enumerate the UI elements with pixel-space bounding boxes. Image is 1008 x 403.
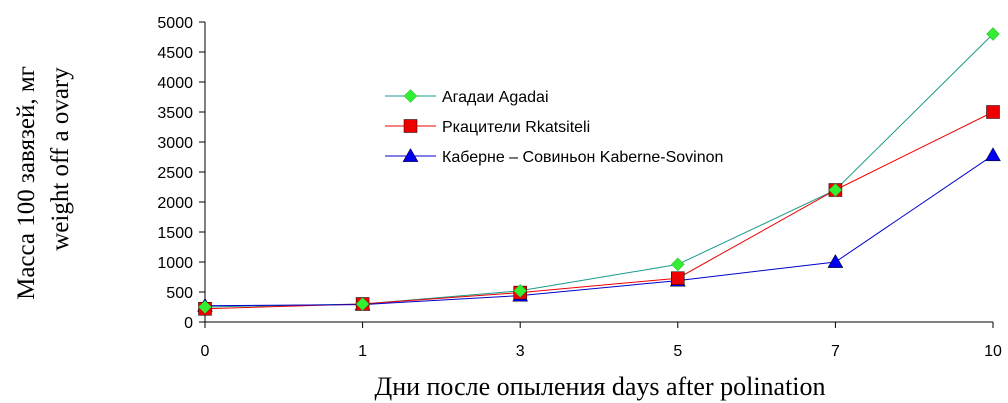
legend-label-1: Ркацители Rkatsiteli	[442, 119, 590, 136]
y-axis-title-line-2: weight off a ovary	[47, 67, 74, 251]
data-point-series-0	[198, 300, 212, 314]
data-point-series-0	[513, 283, 528, 298]
x-tick-label: 10	[984, 343, 1002, 360]
x-tick-label: 7	[831, 343, 840, 360]
data-point-series-2	[985, 147, 1001, 162]
y-axis-title: Масса 100 завязей, мг weight off a ovary	[13, 66, 74, 300]
y-tick-label: 3500	[157, 105, 193, 122]
y-tick-label: 3000	[157, 135, 193, 152]
legend: Агадаи Agadai Ркацители Rkatsiteli Каберне…	[385, 89, 723, 166]
x-tick-label: 5	[673, 343, 682, 360]
y-tick-label: 4000	[157, 75, 193, 92]
y-tick-label: 1000	[157, 255, 193, 272]
data-point-series-1	[671, 271, 685, 285]
legend-label-0: Агадаи Agadai	[442, 89, 549, 106]
axes: 0 500 1000 1500 2000 2500 3000 3500 4000 4500 5000…	[157, 15, 1002, 360]
series-line-1	[204, 111, 994, 310]
y-tick-label: 5000	[157, 15, 193, 32]
y-axis-title-line-1: Масса 100 завязей, мг	[13, 66, 40, 300]
series-markers	[197, 27, 1001, 316]
data-point-series-0	[828, 183, 843, 197]
y-tick-label: 0	[184, 315, 193, 332]
legend-marker-0	[403, 89, 418, 103]
legend-marker-2	[402, 147, 419, 162]
data-point-series-0	[986, 27, 1000, 41]
y-tick-label: 2000	[157, 195, 193, 212]
data-point-series-2	[827, 253, 844, 268]
y-tick-label: 4500	[157, 45, 193, 62]
series-lines	[204, 33, 994, 310]
legend-marker-1	[403, 119, 418, 133]
legend-label-2: Каберне – Совиньон Kaberne-Sovinon	[442, 149, 723, 166]
x-tick-label: 3	[516, 343, 525, 360]
x-axis-title: Дни после опыления days after polination	[374, 372, 825, 401]
x-tick-label: 0	[201, 343, 210, 360]
x-tick-label: 1	[358, 343, 367, 360]
y-tick-label: 1500	[157, 225, 193, 242]
y-tick-label: 2500	[157, 165, 193, 182]
data-point-series-0	[355, 297, 370, 311]
data-point-series-1	[986, 105, 1000, 119]
y-tick-label: 500	[166, 285, 193, 302]
series-line-2	[204, 154, 994, 307]
data-point-series-0	[670, 257, 685, 272]
